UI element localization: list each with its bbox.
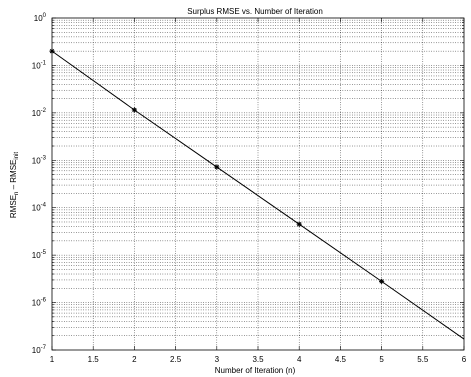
x-tick-label: 3 [215, 355, 220, 364]
x-tick-label: 4.5 [335, 355, 347, 364]
x-tick-label: 4 [297, 355, 302, 364]
x-tick-label: 3.5 [252, 355, 264, 364]
data-point-marker [379, 279, 384, 284]
x-axis-label: Number of Iteration (n) [215, 366, 296, 375]
x-tick-label: 2 [132, 355, 137, 364]
x-tick-label: 5.5 [417, 355, 429, 364]
x-tick-label: 5 [379, 355, 384, 364]
chart-title: Surplus RMSE vs. Number of Iteration [187, 7, 323, 16]
data-point-marker [132, 107, 137, 112]
x-tick-label: 1.5 [88, 355, 100, 364]
x-tick-label: 1 [50, 355, 55, 364]
x-tick-label: 6 [462, 355, 467, 364]
data-point-marker [297, 222, 302, 227]
x-tick-label: 2.5 [170, 355, 182, 364]
